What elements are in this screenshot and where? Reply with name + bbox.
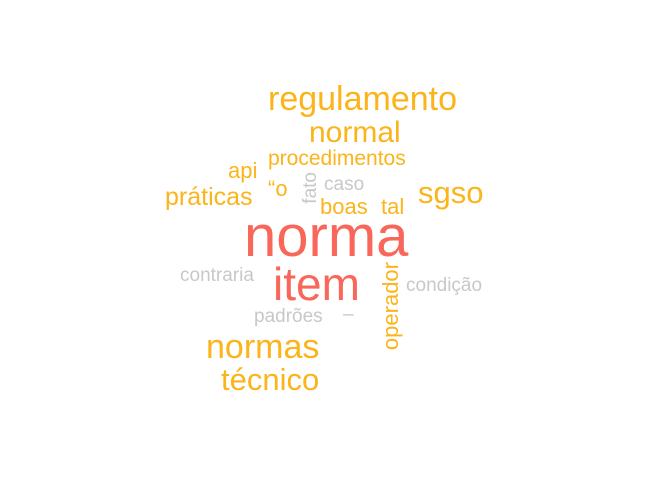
word-o-quote: “o <box>268 176 288 201</box>
word-praticas: práticas <box>165 183 253 211</box>
word-regulamento: regulamento <box>268 80 458 118</box>
word-padroes: padrões <box>254 306 323 327</box>
word-fato: fato <box>300 172 321 204</box>
word-caso: caso <box>324 174 365 195</box>
word-norma: norma <box>244 204 409 269</box>
word-item: item <box>273 258 360 310</box>
word-condicao: condição <box>406 275 483 296</box>
word-normas: normas <box>206 328 320 366</box>
word-contraria: contraria <box>180 265 254 286</box>
word-tecnico: técnico <box>221 362 320 397</box>
word-procedimentos: procedimentos <box>268 147 406 170</box>
word-operador: operador <box>378 262 403 351</box>
word-boas: boas <box>320 194 368 219</box>
word-api: api <box>228 158 258 183</box>
word-dash: – <box>343 304 354 325</box>
word-normal: normal <box>309 116 401 149</box>
word-tal: tal <box>381 194 405 219</box>
word-sgso: sgso <box>418 175 484 210</box>
